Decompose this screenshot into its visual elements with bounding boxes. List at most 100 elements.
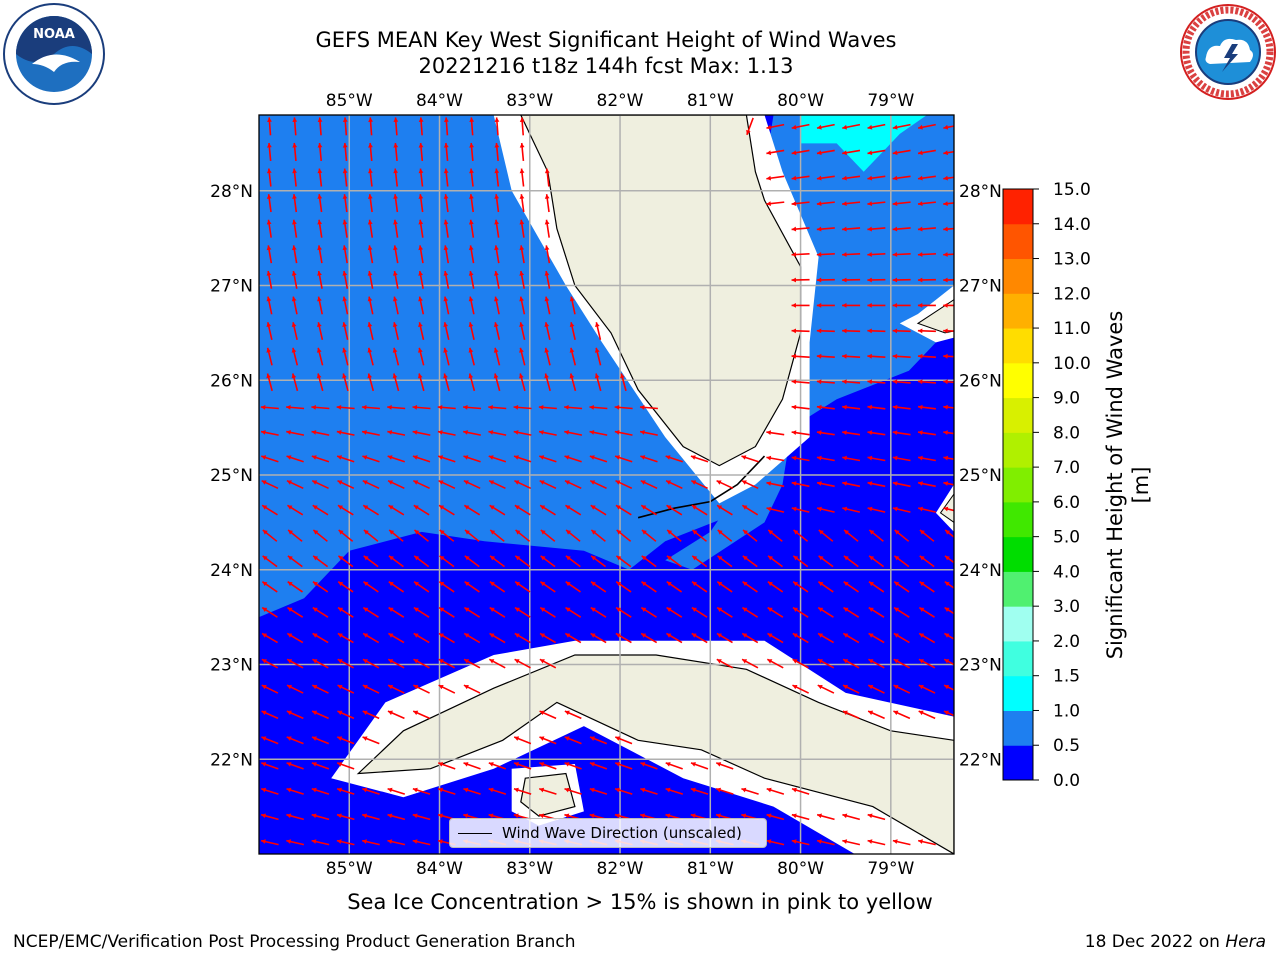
- arrow-head: [367, 347, 373, 353]
- arrow-head: [867, 226, 872, 232]
- arrow-head: [869, 555, 875, 561]
- arrow-head: [468, 296, 474, 302]
- wave-direction-arrow: [387, 684, 405, 694]
- lat-tick-label-right: 22°N: [959, 750, 1002, 770]
- wave-direction-arrow: [468, 373, 476, 392]
- arrow-head: [367, 373, 373, 379]
- wave-direction-arrow: [261, 710, 279, 720]
- arrow-head: [791, 201, 797, 206]
- wave-direction-arrow: [816, 813, 835, 821]
- arrow-head: [342, 245, 348, 251]
- credit-left: NCEP/EMC/Verification Post Processing Pr…: [13, 932, 576, 952]
- wave-direction-arrow: [539, 710, 557, 720]
- wave-direction-arrow: [842, 226, 861, 232]
- arrow-head: [943, 124, 949, 130]
- arrow-head: [868, 581, 874, 587]
- wave-direction-arrow: [393, 245, 399, 264]
- wave-direction-arrow: [515, 529, 531, 542]
- wave-direction-arrow: [412, 839, 431, 846]
- arrow-head: [867, 813, 873, 819]
- wave-direction-arrow: [589, 762, 608, 770]
- arrow-head: [691, 633, 697, 638]
- wave-direction-arrow: [469, 142, 474, 161]
- arrow-head: [943, 506, 949, 512]
- arrow-head: [317, 142, 323, 148]
- arrow-head: [418, 117, 424, 122]
- arrow-head: [842, 506, 848, 512]
- wave-direction-arrow: [538, 404, 557, 410]
- colorbar-tick-label: 11.0: [1053, 319, 1091, 339]
- arrow-head: [261, 430, 266, 435]
- arrow-head: [843, 555, 849, 561]
- arrow-head: [717, 607, 723, 612]
- lat-tick-label-left: 27°N: [210, 277, 253, 297]
- arrow-head: [919, 633, 925, 638]
- arrow-head: [767, 633, 773, 638]
- arrow-head: [494, 219, 499, 225]
- arrow-head: [362, 455, 368, 460]
- arrow-head: [286, 813, 292, 819]
- wave-direction-arrow: [267, 142, 272, 161]
- arrow-head: [412, 404, 418, 410]
- arrow-head: [464, 633, 470, 638]
- arrow-head: [463, 762, 469, 767]
- wave-direction-arrow: [539, 479, 557, 490]
- wave-direction-arrow: [816, 226, 835, 232]
- wave-direction-arrow: [287, 606, 304, 618]
- arrow-head: [312, 581, 318, 587]
- arrow-head: [768, 530, 774, 535]
- wave-direction-arrow: [590, 581, 607, 593]
- arrow-head: [943, 481, 949, 486]
- arrow-head: [690, 787, 696, 793]
- arrow-head: [792, 633, 798, 638]
- arrow-head: [342, 219, 348, 225]
- arrow-head: [766, 506, 772, 512]
- wave-direction-arrow: [892, 379, 911, 385]
- arrow-head: [943, 277, 948, 283]
- wave-direction-arrow: [513, 404, 532, 410]
- arrow-head: [413, 633, 419, 638]
- arrow-head: [342, 347, 347, 353]
- arrow-head: [266, 322, 272, 328]
- arrow-head: [791, 787, 797, 793]
- arrow-head: [943, 226, 948, 232]
- arrow-head: [691, 505, 697, 510]
- arrow-head: [842, 201, 847, 206]
- wave-direction-arrow: [741, 787, 759, 795]
- arrow-head: [342, 322, 347, 328]
- arrow-head: [615, 480, 621, 485]
- wave-direction-arrow: [565, 581, 581, 593]
- wave-direction-arrow: [317, 296, 324, 315]
- wave-direction-arrow: [817, 658, 835, 669]
- wave-direction-arrow: [867, 252, 886, 257]
- wave-direction-arrow: [412, 404, 431, 410]
- wave-direction-arrow: [266, 245, 273, 264]
- wave-direction-arrow: [816, 481, 835, 488]
- wave-direction-arrow: [312, 632, 329, 644]
- arrow-head: [766, 813, 772, 819]
- arrow-head: [488, 404, 493, 410]
- arrow-head: [490, 530, 496, 535]
- wave-direction-arrow: [462, 404, 482, 410]
- wave-direction-arrow: [489, 504, 506, 516]
- wave-direction-arrow: [361, 839, 380, 846]
- wave-direction-arrow: [817, 606, 834, 618]
- arrow-head: [565, 581, 571, 587]
- colorbar-swatch: [1003, 501, 1033, 538]
- arrow-head: [894, 555, 900, 561]
- wave-direction-arrow: [342, 194, 348, 213]
- wave-direction-arrow: [943, 277, 954, 283]
- arrow-head: [488, 430, 494, 435]
- wave-direction-arrow: [639, 404, 658, 410]
- arrow-head: [868, 710, 874, 716]
- wave-direction-arrow: [614, 736, 633, 745]
- wave-direction-arrow: [867, 404, 886, 410]
- arrow-head: [843, 633, 849, 638]
- arrow-head: [615, 455, 621, 460]
- arrow-head: [665, 762, 671, 767]
- wave-direction-arrow: [544, 194, 550, 213]
- wave-direction-arrow: [514, 632, 531, 644]
- arrow-head: [443, 142, 449, 148]
- wave-direction-arrow: [489, 606, 506, 618]
- arrow-head: [615, 633, 621, 638]
